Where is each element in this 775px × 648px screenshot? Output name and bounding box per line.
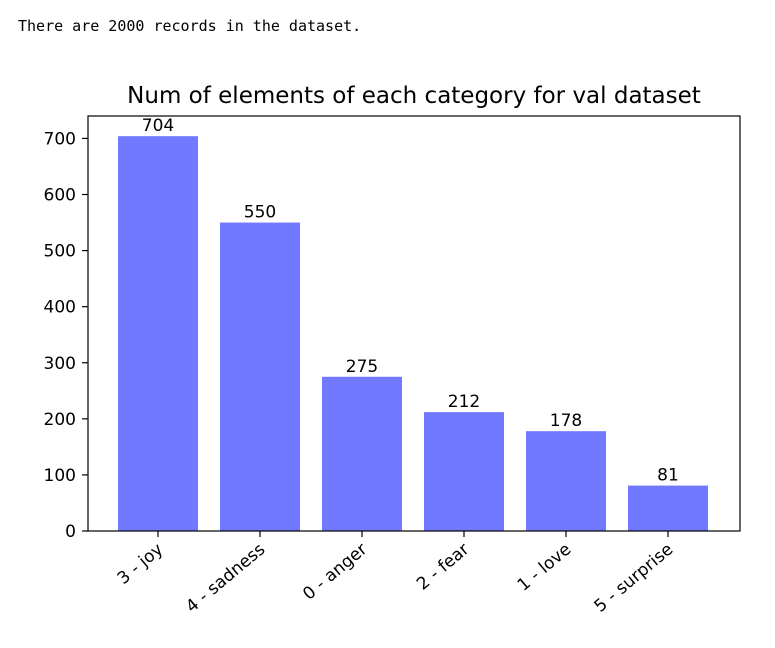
x-tick-label-3: 2 - fear [413,540,473,595]
data-label-0: 704 [142,116,174,136]
bar-0 [118,136,198,531]
x-tick-label-4: 1 - love [514,540,575,596]
x-tick-label-5: 5 - surprise [591,540,678,617]
data-label-2: 275 [346,357,378,377]
y-axis: 0 100 200 300 400 500 600 700 [44,129,88,542]
bar-1 [220,222,300,531]
bar-4 [526,431,606,531]
x-tick-label-1: 4 - sadness [182,539,269,617]
bars-layer [118,136,708,531]
data-labels-layer: 704 550 275 212 178 81 [142,116,679,485]
y-tick-label-6: 600 [44,186,76,206]
y-tick-label-4: 400 [44,298,76,318]
data-label-5: 81 [657,466,679,486]
plot-area-frame [87,115,741,532]
y-tick-label-2: 200 [44,410,76,430]
data-label-3: 212 [448,392,480,412]
y-tick-label-1: 100 [44,466,76,486]
y-tick-label-0: 0 [65,522,76,542]
x-axis: 3 - joy 4 - sadness 0 - anger 2 - fear 1 - l… [114,531,677,617]
data-label-4: 178 [550,411,582,431]
cell-output-text: There are 2000 records in the dataset. [18,17,362,35]
y-tick-label-5: 500 [44,242,76,262]
bar-3 [424,412,504,531]
y-tick-label-7: 700 [44,129,76,149]
bar-2 [322,376,402,531]
chart-title: Num of elements of each category for val… [127,83,701,109]
bar-5 [628,485,708,531]
x-tick-label-2: 0 - anger [299,540,371,605]
x-tick-label-0: 3 - joy [114,540,167,589]
y-tick-label-3: 300 [44,354,76,374]
data-label-1: 550 [244,203,276,223]
